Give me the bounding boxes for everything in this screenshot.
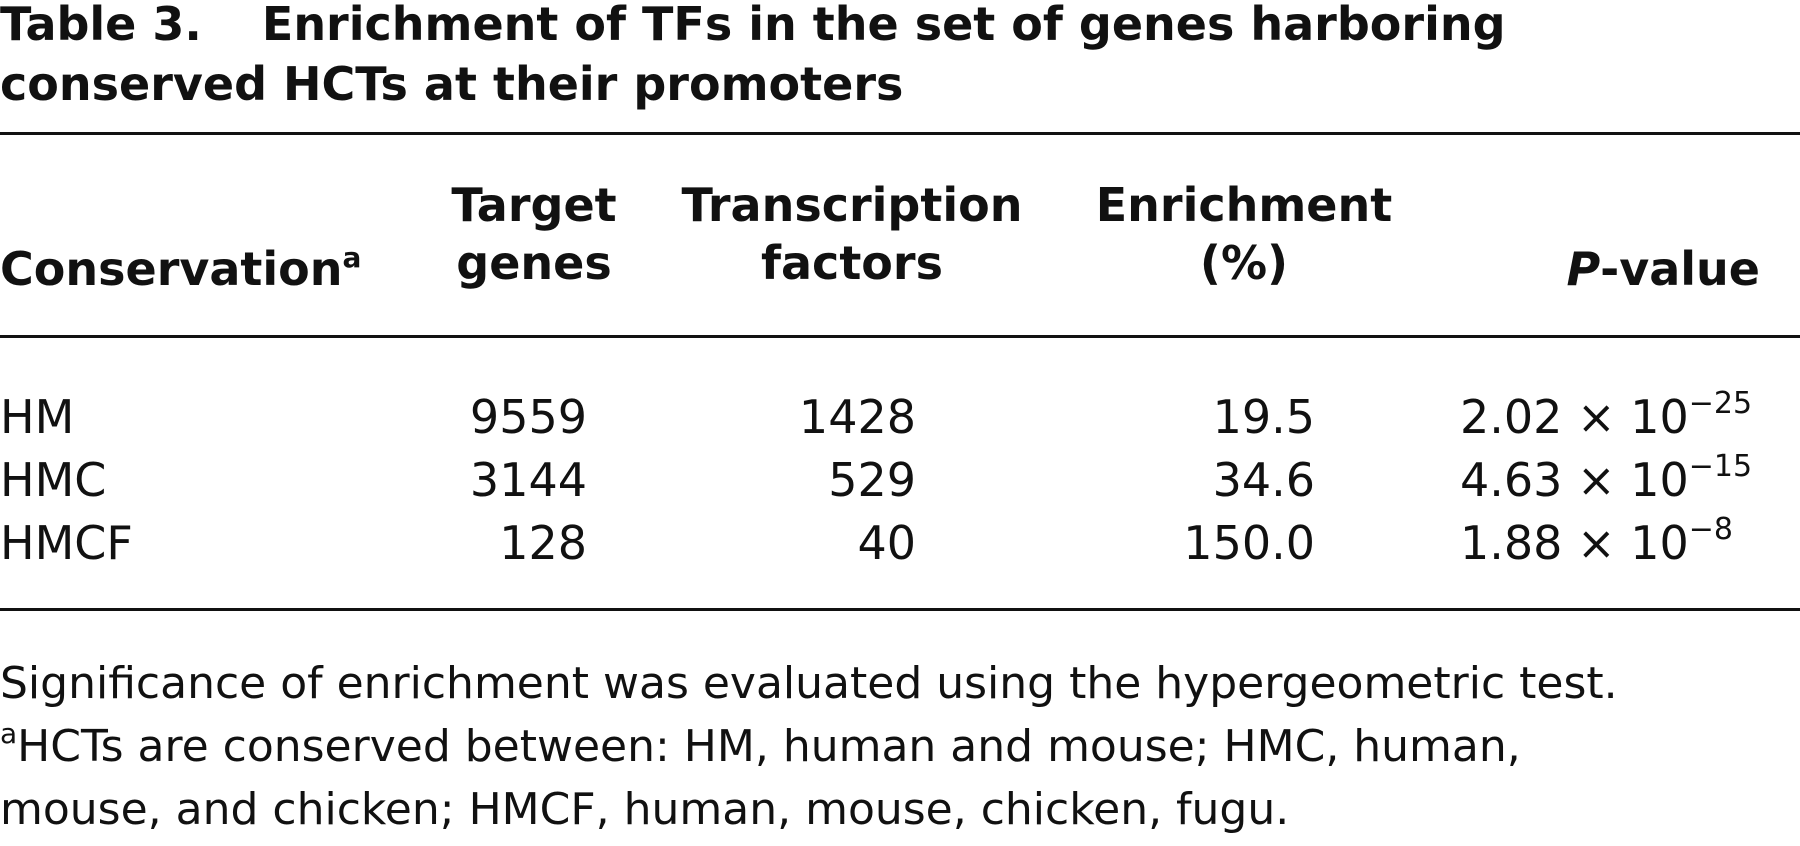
cell-enrichment: 19.5 xyxy=(1212,390,1315,444)
cell-p-value: 1.88 × 10−8 xyxy=(1460,511,1733,575)
footnote-line-3: mouse, and chicken; HMCF, human, mouse, … xyxy=(0,784,1290,835)
header-conservation: Conservationa xyxy=(0,240,361,298)
header-enrichment-line-1: Enrichment xyxy=(1095,178,1393,232)
p-value-mantissa: 2.02 × 10 xyxy=(1460,390,1689,444)
table-title-line-1: Enrichment of TFs in the set of genes ha… xyxy=(261,0,1506,51)
cell-transcription-factors: 40 xyxy=(857,516,916,570)
table-row: HM 9559 1428 19.5 2.02 × 10−25 xyxy=(0,385,1800,449)
header-enrichment: Enrichment (%) xyxy=(1084,176,1404,292)
cell-target-genes: 9559 xyxy=(469,390,587,444)
top-rule xyxy=(0,132,1800,135)
cell-transcription-factors: 1428 xyxy=(798,390,916,444)
header-p-value: P-value xyxy=(1460,240,1760,298)
p-value-mantissa: 1.88 × 10 xyxy=(1460,516,1689,570)
header-target-line-1: Target xyxy=(451,178,617,232)
cell-conservation: HMC xyxy=(0,453,107,507)
header-target-genes: Target genes xyxy=(414,176,654,292)
header-tf-line-1: Transcription xyxy=(681,178,1023,232)
header-conservation-footnote-mark: a xyxy=(342,241,362,274)
table-title-line-2: conserved HCTs at their promoters xyxy=(0,57,904,111)
footnote-mark: a xyxy=(0,717,18,750)
cell-target-genes: 128 xyxy=(499,516,587,570)
table-row: HMC 3144 529 34.6 4.63 × 10−15 xyxy=(0,448,1800,512)
header-enrichment-line-2: (%) xyxy=(1199,236,1289,290)
bottom-rule xyxy=(0,608,1800,611)
p-value-exponent: −15 xyxy=(1688,449,1753,484)
cell-target-genes: 3144 xyxy=(469,453,587,507)
cell-transcription-factors: 529 xyxy=(828,453,916,507)
header-p-value-rest: -value xyxy=(1600,242,1760,296)
table-footnote: Significance of enrichment was evaluated… xyxy=(0,652,1800,841)
cell-conservation: HMCF xyxy=(0,516,133,570)
footnote-line-2-text: HCTs are conserved between: HM, human an… xyxy=(17,721,1521,772)
cell-enrichment: 150.0 xyxy=(1183,516,1315,570)
footnote-line-1: Significance of enrichment was evaluated… xyxy=(0,658,1618,709)
p-value-exponent: −8 xyxy=(1688,512,1733,547)
p-value-exponent: −25 xyxy=(1688,386,1753,421)
header-transcription-factors: Transcription factors xyxy=(672,176,1032,292)
header-p-value-italic: P xyxy=(1566,242,1601,296)
footnote-line-2: aHCTs are conserved between: HM, human a… xyxy=(0,715,1800,778)
table-number: Table 3. xyxy=(0,0,202,51)
header-target-line-2: genes xyxy=(456,236,612,290)
table-row: HMCF 128 40 150.0 1.88 × 10−8 xyxy=(0,511,1800,575)
cell-enrichment: 34.6 xyxy=(1212,453,1315,507)
cell-p-value: 4.63 × 10−15 xyxy=(1460,448,1752,512)
cell-p-value: 2.02 × 10−25 xyxy=(1460,385,1752,449)
header-tf-line-2: factors xyxy=(761,236,943,290)
header-conservation-label: Conservation xyxy=(0,242,343,296)
header-rule xyxy=(0,335,1800,338)
cell-conservation: HM xyxy=(0,390,75,444)
p-value-mantissa: 4.63 × 10 xyxy=(1460,453,1689,507)
table-title: Table 3. Enrichment of TFs in the set of … xyxy=(0,0,1790,114)
